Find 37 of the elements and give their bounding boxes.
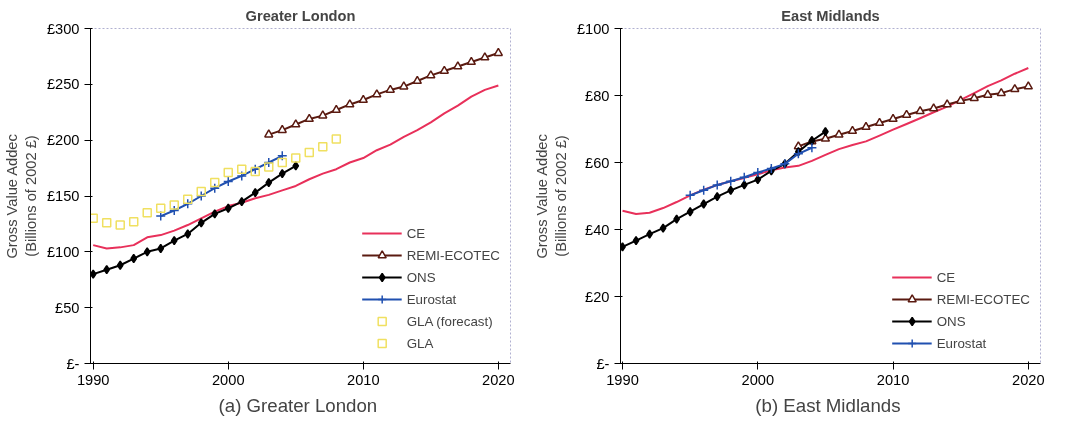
chart-title: East Midlands — [781, 7, 880, 24]
x-tick-label: 2010 — [347, 371, 380, 388]
legend-label: REMI-ECOTEC — [406, 247, 500, 263]
x-tick-label: 2010 — [876, 371, 910, 388]
y-tick-label: £250 — [46, 76, 80, 93]
legend-label: CE — [406, 225, 427, 241]
text: (b) East Midlands — [755, 394, 901, 416]
x-tick-label: 2000 — [741, 371, 775, 388]
chart-title: Greater London — [245, 7, 356, 24]
text: (a) Greater London — [218, 394, 378, 416]
y-tick-label: £- — [66, 355, 80, 372]
legend-label: CE — [936, 269, 957, 285]
legend-label: GLA — [406, 335, 434, 351]
x-tick-label: 2020 — [1012, 371, 1045, 388]
y-tick-label: £200 — [46, 132, 80, 149]
y-axis-title: Gross Value Addec (Billions of 2002 £) — [3, 134, 39, 259]
x-tick-label: 2000 — [211, 371, 245, 388]
legend-label: ONS — [936, 313, 966, 329]
x-tick-label: 1990 — [76, 371, 110, 388]
legend-label: Eurostat — [936, 335, 987, 351]
legend-label: REMI-ECOTEC — [936, 291, 1030, 307]
x-tick-label: 2020 — [482, 371, 515, 388]
y-tick-label: £- — [596, 355, 610, 372]
y-tick-label: £20 — [585, 288, 610, 305]
legend-label: ONS — [406, 269, 436, 285]
y-tick-label: £80 — [585, 87, 610, 104]
x-tick-label: 1990 — [606, 371, 639, 388]
y-tick-label: £40 — [585, 221, 610, 238]
y-tick-label: £50 — [55, 299, 80, 316]
legend-label: GLA (forecast) — [406, 313, 493, 329]
y-tick-label: £300 — [46, 20, 80, 37]
y-axis-title: Gross Value Addec (Billions of 2002 £) — [533, 134, 569, 259]
y-tick-label: £60 — [585, 154, 610, 171]
y-tick-label: £150 — [46, 188, 80, 204]
legend-label: Eurostat — [406, 291, 457, 307]
y-tick-label: £100 — [46, 243, 80, 260]
y-tick-label: £100 — [576, 20, 610, 37]
